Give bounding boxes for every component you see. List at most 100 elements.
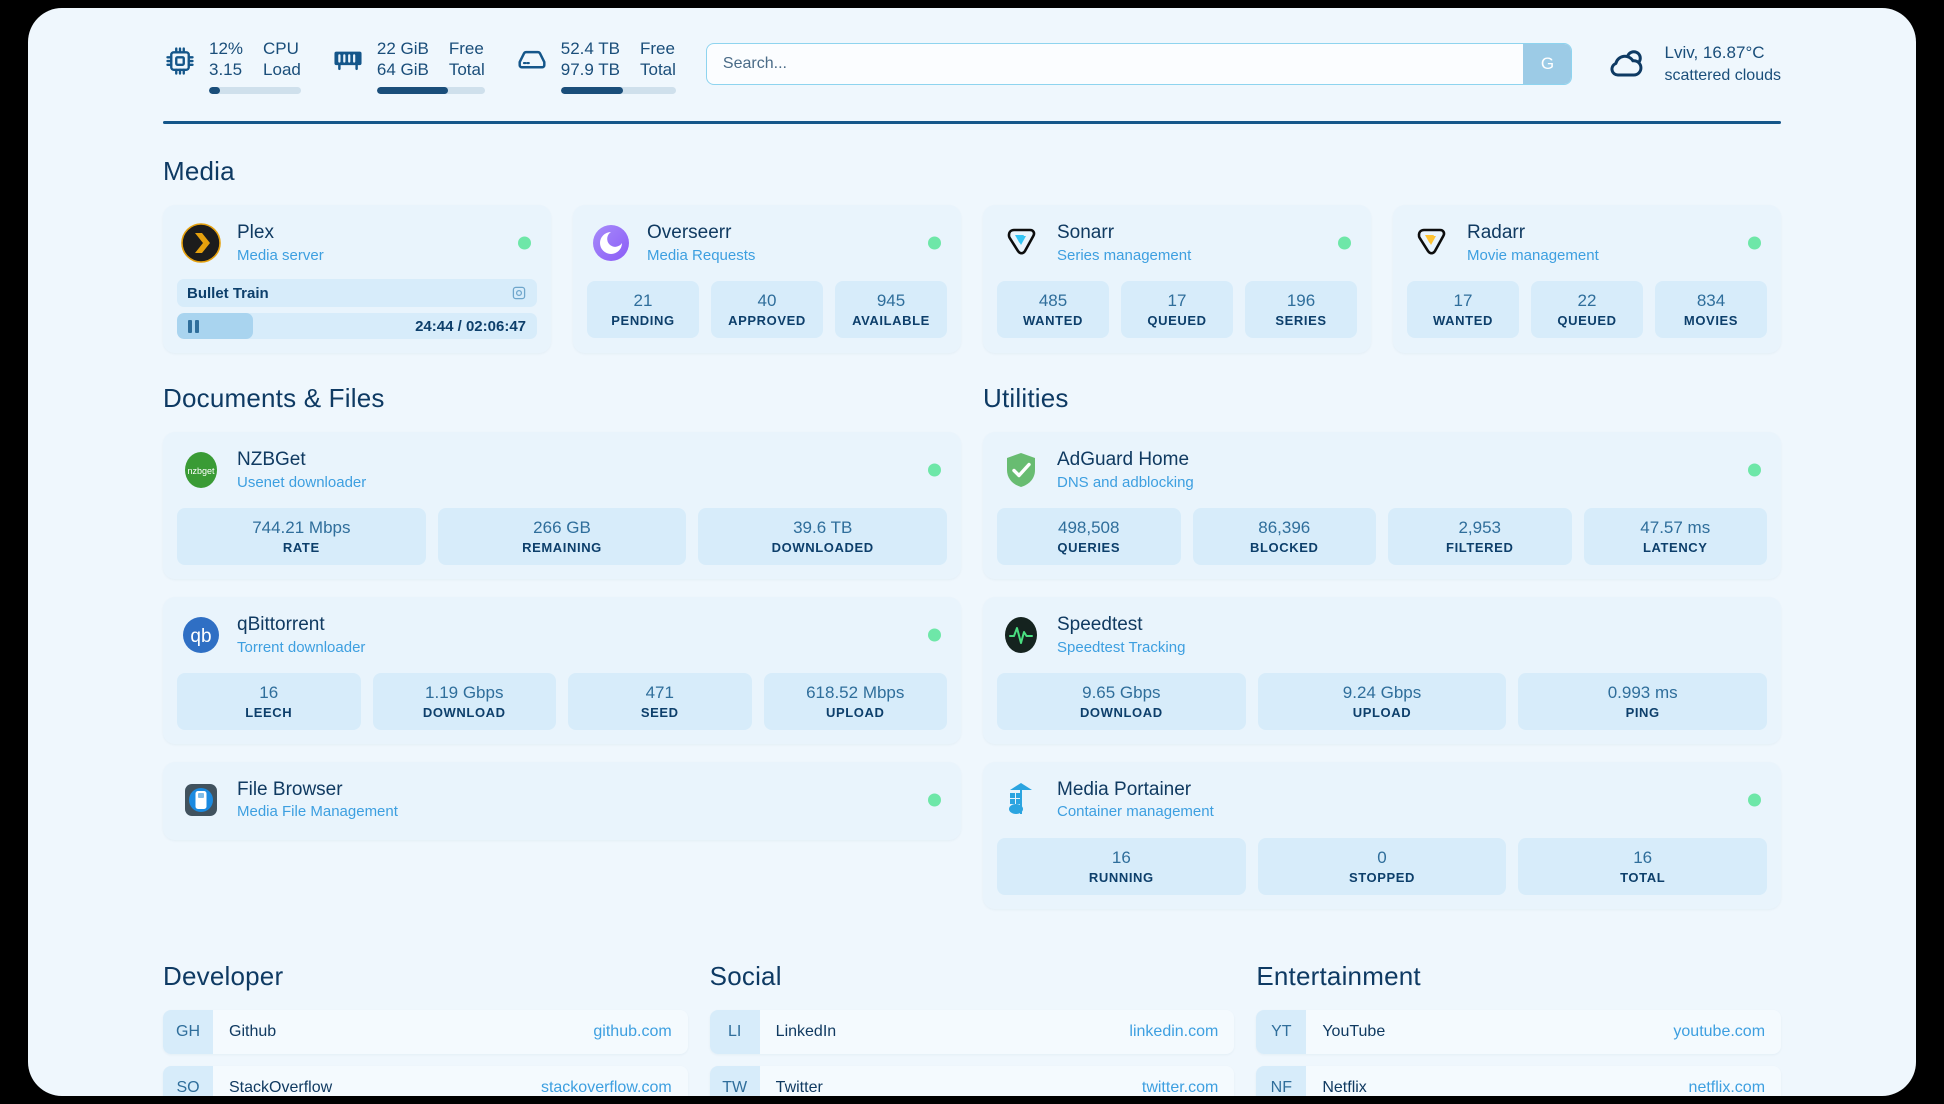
stat-tile: 86,396 BLOCKED — [1192, 508, 1376, 565]
search-input[interactable] — [706, 44, 1524, 84]
service-card-plex[interactable]: Plex Media server Bullet Train — [163, 205, 551, 353]
bookmark-link[interactable]: NF Netflix netflix.com — [1256, 1065, 1782, 1096]
svg-text:qb: qb — [190, 626, 211, 647]
stat-value: 618.52 Mbps — [806, 682, 905, 702]
service-card-speedtest[interactable]: Speedtest Speedtest Tracking 9.65 Gbps D… — [983, 596, 1781, 744]
stat-label: REMAINING — [522, 539, 602, 555]
bookmark-link[interactable]: GH Github github.com — [163, 1009, 688, 1054]
speedtest-subtitle: Speedtest Tracking — [1057, 638, 1186, 656]
stat-label: SERIES — [1275, 312, 1327, 328]
bookmark-link[interactable]: SO StackOverflow stackoverflow.com — [163, 1065, 688, 1096]
stat-label: RATE — [282, 539, 320, 555]
bookmark-abbr: SO — [163, 1065, 213, 1096]
stat-label: QUEUED — [1557, 312, 1617, 328]
bookmark-link[interactable]: LI LinkedIn linkedin.com — [709, 1009, 1235, 1054]
plex-duration: 02:06:47 — [465, 317, 526, 335]
header: 12% 3.15 CPU Load — [28, 8, 1916, 128]
overseerr-title: Overseerr — [647, 222, 732, 244]
plex-time-separator: / — [457, 317, 462, 335]
bookmarks-row: Developer GH Github github.com SO StackO… — [163, 960, 1782, 1096]
stat-label: FILTERED — [1446, 539, 1514, 555]
bookmark-link[interactable]: TW Twitter twitter.com — [709, 1065, 1235, 1096]
status-badge-filebrowser — [928, 793, 941, 807]
bookmark-name: LinkedIn — [775, 1022, 837, 1040]
stat-label: MOVIES — [1683, 312, 1739, 328]
plex-now-playing: Bullet Train — [177, 279, 537, 307]
qbittorrent-stats: 16 LEECH 1.19 Gbps DOWNLOAD 471 SEED 6 — [177, 672, 947, 730]
stat-tile: 498,508 QUERIES — [997, 508, 1181, 565]
service-card-sonarr[interactable]: Sonarr Series management 485 WANTED 17 Q… — [983, 205, 1371, 353]
stat-value: 744.21 Mbps — [252, 518, 351, 537]
stat-label: UPLOAD — [826, 704, 885, 720]
bookmark-group-title: Entertainment — [1256, 960, 1421, 991]
stat-label: WANTED — [1433, 312, 1493, 328]
stat-label: APPROVED — [728, 312, 806, 328]
service-card-nzbget[interactable]: nzbget NZBGet Usenet downloader 744.21 M… — [163, 432, 961, 579]
status-badge-radarr — [1748, 236, 1761, 250]
stat-tile: 0.993 ms PING — [1518, 672, 1768, 730]
bookmark-name: Netflix — [1322, 1078, 1367, 1096]
plex-elapsed: 24:44 — [415, 317, 454, 335]
qbittorrent-icon: qb — [179, 613, 223, 657]
bookmark-name: StackOverflow — [229, 1078, 333, 1096]
bookmark-abbr: TW — [709, 1065, 760, 1096]
service-card-filebrowser[interactable]: File Browser Media File Management — [163, 761, 961, 840]
status-badge-adguard — [1748, 463, 1761, 477]
status-badge-sonarr — [1338, 236, 1351, 250]
cpu-loadavg: 3.15 — [209, 60, 243, 79]
bookmark-group-developer: Developer GH Github github.com SO StackO… — [163, 961, 688, 1096]
bookmark-group-title: Developer — [163, 960, 284, 991]
stat-tile: 485 WANTED — [997, 281, 1109, 338]
sonarr-title: Sonarr — [1057, 222, 1115, 244]
search-provider-button[interactable]: G — [1523, 44, 1572, 84]
plex-subtitle: Media server — [237, 246, 324, 264]
memory-icon — [331, 38, 365, 72]
filebrowser-icon — [179, 778, 223, 822]
stat-tile: 1.19 Gbps DOWNLOAD — [372, 672, 556, 730]
filebrowser-title: File Browser — [237, 779, 343, 801]
pause-icon[interactable] — [188, 319, 199, 333]
search-box[interactable]: G — [705, 43, 1573, 85]
resource-memory: 22 GiB 64 GiB Free Total — [331, 34, 485, 95]
bookmark-link[interactable]: YT YouTube youtube.com — [1256, 1009, 1782, 1054]
radarr-title: Radarr — [1467, 222, 1526, 244]
stat-label: PING — [1625, 704, 1660, 720]
stat-label: LEECH — [245, 704, 293, 720]
memory-total: 64 GiB — [376, 60, 429, 79]
bookmark-group-title: Social — [709, 960, 782, 991]
stat-label: RUNNING — [1088, 869, 1154, 885]
service-card-overseerr[interactable]: Overseerr Media Requests 21 PENDING 40 A… — [573, 205, 961, 353]
resource-disk: 52.4 TB 97.9 TB Free Total — [515, 34, 676, 95]
stat-label: STOPPED — [1348, 869, 1416, 885]
stat-label: QUEUED — [1147, 312, 1207, 328]
service-card-adguard-home[interactable]: AdGuard Home DNS and adblocking 498,508 … — [983, 432, 1781, 579]
disk-free: 52.4 TB — [560, 38, 620, 58]
stat-label: LATENCY — [1642, 539, 1708, 555]
stat-value: 0 — [1377, 847, 1387, 867]
main-content: Media Plex Media server — [163, 156, 1782, 1096]
stat-value: 40 — [757, 291, 777, 310]
stat-tile: 618.52 Mbps UPLOAD — [763, 672, 947, 730]
stat-tile: 22 QUEUED — [1531, 281, 1643, 338]
service-card-media-portainer[interactable]: Media Portainer Container management 16 … — [983, 761, 1781, 909]
stat-label: PENDING — [611, 312, 675, 328]
stat-value: 2,953 — [1458, 518, 1502, 537]
stat-value: 9.24 Gbps — [1342, 682, 1422, 702]
section-title-media: Media — [163, 156, 235, 186]
service-card-qbittorrent[interactable]: qb qBittorrent Torrent downloader 16 LEE… — [163, 596, 961, 744]
filebrowser-subtitle: Media File Management — [237, 803, 398, 821]
stat-label: DOWNLOADED — [771, 539, 874, 555]
disk-usage-bar — [560, 87, 676, 95]
bookmark-abbr: GH — [163, 1009, 213, 1054]
stat-tile: 21 PENDING — [587, 281, 699, 338]
weather-widget[interactable]: Lviv, 16.87°C scattered clouds — [1606, 42, 1781, 87]
service-card-radarr[interactable]: Radarr Movie management 17 WANTED 22 QUE… — [1393, 205, 1781, 353]
section-utilities: Utilities AdGuard Home DNS and adblockin… — [983, 383, 1781, 909]
stat-value: 39.6 TB — [793, 518, 853, 537]
stat-label: QUERIES — [1057, 539, 1121, 555]
stat-value: 498,508 — [1058, 518, 1120, 537]
svg-text:nzbget: nzbget — [187, 466, 215, 476]
media-card-row: Plex Media server Bullet Train — [163, 205, 1781, 353]
settings-icon[interactable] — [511, 285, 527, 301]
plex-progress-bar[interactable]: 24:44 / 02:06:47 — [177, 313, 537, 339]
